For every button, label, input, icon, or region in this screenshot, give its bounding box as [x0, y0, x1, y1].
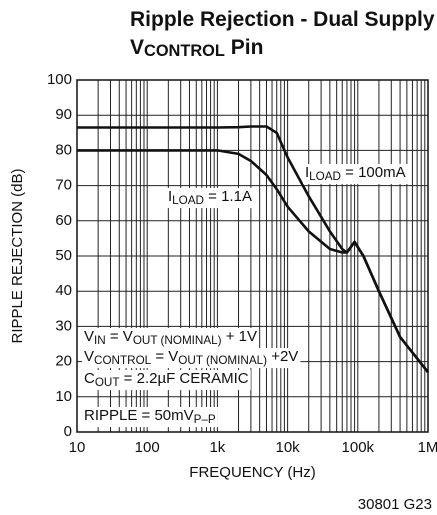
- text-run: = V: [106, 328, 133, 345]
- text-run: I: [168, 188, 172, 205]
- annotation: RIPPLE = 50mVP–P: [84, 407, 216, 426]
- subscript: OUT: [95, 376, 120, 389]
- series-label-group: ILOAD = 100mA: [303, 163, 408, 185]
- y-tick-label: 50: [55, 247, 72, 264]
- annotation: VIN = VOUT (NOMINAL) + 1V: [84, 328, 257, 347]
- label-background: [166, 187, 254, 209]
- y-tick-label: 90: [55, 106, 72, 123]
- series-line: [77, 149, 430, 374]
- text-run: + 1V: [222, 328, 257, 345]
- footnote: 30801 G23: [358, 496, 432, 513]
- label-background: [82, 406, 218, 428]
- x-tick-label: 1M: [418, 439, 437, 456]
- series-label-group: ILOAD = 1.1A: [166, 187, 254, 209]
- annotation-group: COUT = 2.2µF CERAMIC: [82, 369, 251, 391]
- subscript: CONTROL: [94, 354, 152, 367]
- text-run: = 1.1A: [204, 188, 252, 205]
- x-tick-label: 100: [135, 439, 160, 456]
- label-background: [82, 327, 260, 349]
- subscript: OUT (NOMINAL): [133, 334, 222, 347]
- y-tick-label: 60: [55, 212, 72, 229]
- y-tick-label: 80: [55, 141, 72, 158]
- text-run: = 100mA: [341, 164, 406, 181]
- series-label: ILOAD = 1.1A: [168, 188, 252, 207]
- text-run: = V: [151, 348, 178, 365]
- y-tick-label: 0: [64, 423, 72, 440]
- y-tick-label: 20: [55, 353, 72, 370]
- y-tick-label: 30: [55, 317, 72, 334]
- annotation-group: RIPPLE = 50mVP–P: [82, 406, 218, 428]
- label-background: [303, 163, 408, 185]
- subscript: CONTROL: [144, 42, 225, 60]
- subscript: OUT (NOMINAL): [178, 354, 267, 367]
- x-tick-label: 100k: [342, 439, 375, 456]
- text-run: I: [305, 164, 309, 181]
- text-run: +2V: [267, 348, 298, 365]
- chart-title: VCONTROL Pin: [130, 36, 263, 61]
- text-run: RIPPLE = 50mV: [84, 407, 194, 424]
- subscript: IN: [94, 334, 106, 347]
- annotation-group: VCONTROL = VOUT (NOMINAL) +2V: [82, 347, 301, 369]
- x-tick-label: 1k: [209, 439, 225, 456]
- text-run: V: [84, 348, 94, 365]
- subscript: LOAD: [309, 170, 341, 183]
- text-run: V: [84, 328, 94, 345]
- text-run: = 2.2µF CERAMIC: [120, 370, 249, 387]
- text-run: Ripple Rejection - Dual Supply -: [130, 8, 437, 31]
- y-tick-label: 40: [55, 282, 72, 299]
- text-run: Pin: [225, 36, 264, 59]
- text-run: C: [84, 370, 95, 387]
- annotation: COUT = 2.2µF CERAMIC: [84, 370, 249, 389]
- label-background: [82, 347, 301, 369]
- plot-frame: [76, 79, 429, 433]
- y-tick-label: 70: [55, 177, 72, 194]
- y-axis-label: RIPPLE REJECTION (dB): [9, 168, 26, 343]
- x-tick-label: 10: [69, 439, 86, 456]
- subscript: LOAD: [172, 194, 204, 207]
- text-run: V: [130, 36, 144, 59]
- subscript: P–P: [194, 413, 216, 426]
- y-tick-label: 10: [55, 388, 72, 405]
- annotation-group: VIN = VOUT (NOMINAL) + 1V: [82, 327, 260, 349]
- y-tick-label: 100: [47, 71, 72, 88]
- x-tick-label: 10k: [276, 439, 301, 456]
- annotation: VCONTROL = VOUT (NOMINAL) +2V: [84, 348, 298, 367]
- x-axis-label: FREQUENCY (Hz): [189, 464, 315, 481]
- chart-title: Ripple Rejection - Dual Supply -: [130, 8, 437, 31]
- label-background: [82, 369, 251, 391]
- series-label: ILOAD = 100mA: [305, 164, 406, 183]
